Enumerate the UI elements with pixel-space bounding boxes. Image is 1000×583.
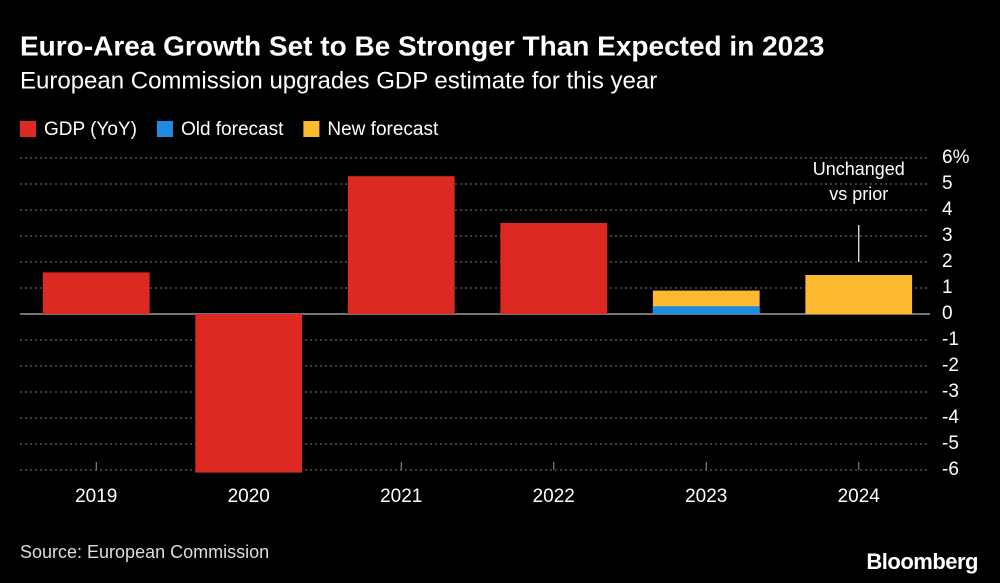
legend-label: Old forecast — [181, 119, 284, 140]
legend-label: New forecast — [327, 119, 439, 140]
brand: Bloomberg — [866, 549, 978, 574]
chart-title: Euro-Area Growth Set to Be Stronger Than… — [20, 30, 824, 61]
x-tick-label: 2024 — [838, 486, 881, 507]
bar — [42, 272, 150, 314]
bar — [347, 176, 455, 314]
y-tick-label: -6 — [942, 459, 959, 480]
y-tick-label: -3 — [942, 381, 959, 402]
x-tick-label: 2021 — [380, 486, 422, 507]
x-tick-label: 2020 — [228, 486, 270, 507]
x-tick-label: 2019 — [75, 486, 117, 507]
y-tick-label: -5 — [942, 433, 959, 454]
y-tick-label: -2 — [942, 355, 959, 376]
legend-label: GDP (YoY) — [44, 119, 137, 140]
bar — [195, 314, 303, 473]
bar — [805, 275, 913, 314]
bar — [652, 306, 760, 314]
x-tick-label: 2022 — [533, 486, 575, 507]
y-tick-label: 0 — [942, 303, 953, 324]
y-tick-label: 6% — [942, 147, 970, 168]
y-tick-label: -1 — [942, 329, 959, 350]
legend-swatch — [20, 121, 36, 137]
x-tick-label: 2023 — [685, 486, 727, 507]
y-tick-label: -4 — [942, 407, 959, 428]
legend-swatch — [303, 121, 320, 137]
y-tick-label: 4 — [942, 199, 953, 220]
chart-subtitle: European Commission upgrades GDP estimat… — [20, 67, 657, 94]
y-tick-label: 1 — [942, 277, 953, 298]
y-tick-label: 3 — [942, 225, 953, 246]
annotation: vs prior — [829, 184, 888, 204]
legend-swatch — [156, 121, 173, 137]
annotation: Unchanged — [813, 159, 905, 179]
source: Source: European Commission — [20, 542, 269, 562]
bar — [500, 223, 608, 314]
y-tick-label: 5 — [942, 173, 953, 194]
y-tick-label: 2 — [942, 251, 953, 272]
